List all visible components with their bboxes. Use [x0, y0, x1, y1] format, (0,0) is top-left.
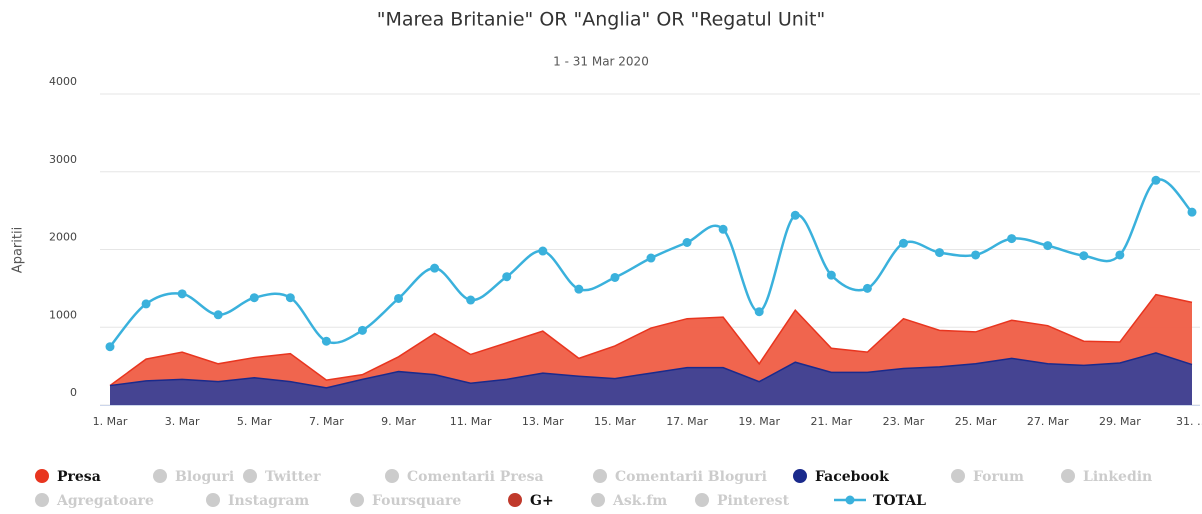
point [862, 283, 872, 293]
legend-marker [35, 493, 49, 507]
y-tick-label: 4000 [49, 75, 77, 88]
legend-label: Presa [57, 469, 101, 485]
point [826, 270, 836, 280]
point [321, 336, 331, 346]
legend-label: Bloguri [175, 469, 234, 485]
x-tick-label: 25. Mar [955, 415, 997, 428]
area [110, 294, 1192, 388]
x-tick-label: 15. Mar [594, 415, 636, 428]
legend-marker [153, 469, 167, 483]
y-tick-label: 0 [70, 386, 77, 399]
legend-marker [35, 469, 49, 483]
legend-label: Facebook [815, 469, 889, 485]
chart-title: "Marea Britanie" OR "Anglia" OR "Regatul… [377, 9, 825, 31]
point [394, 293, 404, 303]
x-tick-label: 17. Mar [666, 415, 708, 428]
point [646, 253, 656, 263]
x-tick-label: 13. Mar [522, 415, 564, 428]
x-tick-label: 21. Mar [810, 415, 852, 428]
point [898, 238, 908, 248]
point [502, 272, 512, 282]
y-tick-label: 3000 [49, 153, 77, 166]
y-tick-label: 1000 [49, 308, 77, 321]
legend-marker [350, 493, 364, 507]
legend-label: Pinterest [717, 493, 790, 509]
point [1115, 250, 1125, 260]
legend-marker [1061, 469, 1075, 483]
x-tick-label: 23. Mar [883, 415, 925, 428]
point [682, 238, 692, 248]
point [935, 248, 945, 258]
point [285, 293, 295, 303]
point [105, 342, 115, 352]
area-line [109, 352, 1193, 389]
legend-label: TOTAL [873, 493, 926, 509]
x-tick-label: 11. Mar [450, 415, 492, 428]
point [574, 284, 584, 294]
legend-label: Ask.fm [612, 493, 667, 509]
x-tick-label: 3. Mar [165, 415, 200, 428]
point [177, 289, 187, 299]
legend-marker [951, 469, 965, 483]
point [971, 250, 981, 260]
legend-marker [695, 493, 709, 507]
chart-subtitle: 1 - 31 Mar 2020 [553, 55, 649, 69]
point [430, 263, 440, 273]
x-tick-label: 9. Mar [381, 415, 416, 428]
y-axis-title: Aparitii [11, 227, 26, 273]
legend-label: Foursquare [372, 493, 461, 509]
legend-label: Linkedin [1083, 469, 1152, 485]
legend-label: G+ [530, 493, 554, 509]
legend-label: Comentarii Bloguri [615, 469, 767, 485]
x-tick-label: 1. Mar [93, 415, 128, 428]
legend-label: Instagram [228, 493, 309, 509]
x-tick-label: 27. Mar [1027, 415, 1069, 428]
legend-marker [206, 493, 220, 507]
x-tick-label: 5. Mar [237, 415, 272, 428]
area [110, 352, 1192, 405]
point [718, 224, 728, 234]
x-tick-label: 19. Mar [738, 415, 780, 428]
legend-label: Forum [973, 469, 1024, 485]
point [538, 246, 548, 256]
x-tick-label: 29. Mar [1099, 415, 1141, 428]
point [754, 307, 764, 317]
point [1151, 175, 1161, 185]
x-tick-label: 31. … [1176, 415, 1202, 428]
legend-marker [593, 469, 607, 483]
legend-marker [243, 469, 257, 483]
y-tick-label: 2000 [49, 231, 77, 244]
point [1079, 251, 1089, 261]
point [141, 299, 151, 309]
point [1007, 234, 1017, 244]
point [790, 210, 800, 220]
legend-marker [591, 493, 605, 507]
x-tick-label: 7. Mar [309, 415, 344, 428]
legend-marker [845, 495, 855, 505]
line [109, 178, 1193, 348]
point [249, 293, 259, 303]
point [1187, 207, 1197, 217]
legend-label: Agregatoare [56, 493, 154, 509]
legend-marker [793, 469, 807, 483]
legend-marker [385, 469, 399, 483]
point [610, 272, 620, 282]
legend-label: Comentarii Presa [407, 469, 544, 485]
point [357, 325, 367, 335]
legend-label: Twitter [265, 469, 321, 485]
point [213, 310, 223, 320]
area-line [109, 293, 1193, 387]
point [466, 295, 476, 305]
point [1043, 241, 1053, 251]
legend-marker [508, 493, 522, 507]
